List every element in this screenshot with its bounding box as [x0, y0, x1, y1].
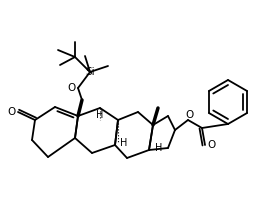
Text: O: O [208, 140, 216, 150]
Text: Si: Si [85, 67, 95, 77]
Text: O: O [67, 83, 75, 93]
Text: H: H [155, 143, 163, 153]
Text: H: H [120, 138, 128, 148]
Text: H: H [96, 110, 104, 120]
Text: O: O [7, 107, 15, 117]
Text: O: O [185, 110, 193, 120]
